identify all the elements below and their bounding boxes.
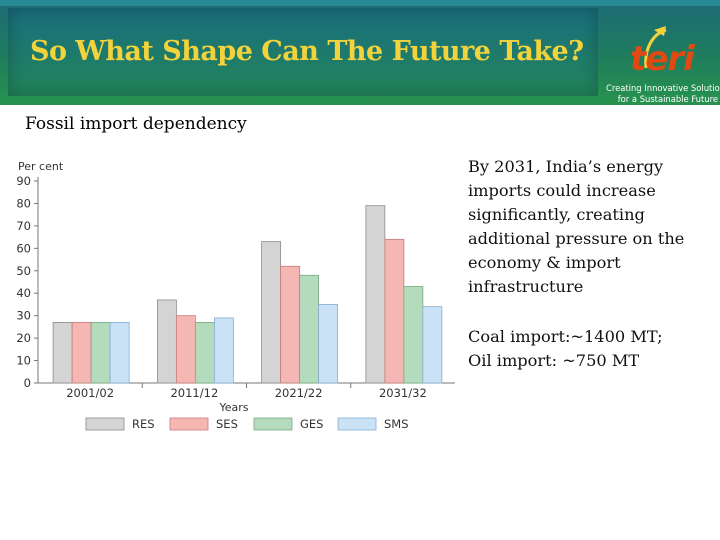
slide-title: So What Shape Can The Future Take? (30, 36, 584, 67)
bar-ges (299, 274, 320, 384)
bar-sms (422, 306, 443, 384)
import-dependency-bar-chart: Per cent Years 0 10 20 30 40 50 60 70 80 90 2001/0… (16, 160, 455, 431)
x-axis-label: Years (218, 401, 248, 414)
y-tick-label: 40 (16, 286, 31, 300)
bar-res (52, 321, 73, 384)
x-tick-label: 2011/12 (170, 386, 218, 400)
legend-label-ges: GES (300, 417, 323, 431)
y-tick-label: 0 (24, 376, 31, 390)
coal-import-figure: Coal import:~1400 MT; (468, 327, 663, 346)
x-tick-label: 2021/22 (275, 386, 323, 400)
bar-sms (318, 304, 339, 384)
bar-sms (213, 317, 234, 384)
legend-swatch-sms (337, 417, 377, 431)
bar-ses (71, 321, 92, 384)
y-tick-label: 60 (16, 241, 31, 255)
import-figures-paragraph: Coal import:~1400 MT; Oil import: ~750 M… (468, 325, 708, 373)
y-tick-label: 30 (16, 309, 31, 323)
bar-ses (280, 265, 301, 384)
header-highlight-band (0, 0, 720, 6)
y-tick-label: 80 (16, 196, 31, 210)
oil-import-figure: Oil import: ~750 MT (468, 351, 640, 370)
header-title-panel (8, 8, 598, 96)
key-message-paragraph: By 2031, India’s energy imports could in… (468, 157, 685, 296)
y-axis-label: Per cent (18, 160, 64, 173)
bar-res (261, 241, 282, 384)
legend-label-sms: SMS (384, 417, 409, 431)
section-subtitle: Fossil import dependency (25, 114, 247, 134)
x-tick-label: 2001/02 (66, 386, 114, 400)
legend-swatch-ses (169, 417, 209, 431)
y-tick-label: 90 (16, 174, 31, 188)
logo-wordmark: teri (630, 39, 695, 79)
y-tick-label: 50 (16, 264, 31, 278)
y-tick-label: 20 (16, 331, 31, 345)
logo-tagline: Creating Innovative Solutions for a Sust… (606, 83, 720, 105)
bar-ses (384, 238, 405, 384)
legend-label-res: RES (132, 417, 155, 431)
x-tick-label: 2031/32 (379, 386, 427, 400)
logo-tagline-line: for a Sustainable Future (617, 94, 718, 104)
logo-swirl-icon (644, 26, 667, 69)
header-banner: So What Shape Can The Future Take? teri … (0, 0, 720, 105)
legend-swatch-res (85, 417, 125, 431)
logo-tagline-line: Creating Innovative Solutions (606, 83, 720, 93)
bar-ses (175, 315, 196, 384)
bar-ges (403, 286, 424, 384)
legend-label-ses: SES (216, 417, 238, 431)
legend-swatch-ges (253, 417, 293, 431)
bar-ges (90, 321, 111, 384)
key-message-panel: By 2031, India’s energy imports could in… (468, 155, 708, 373)
bar-sms (109, 321, 130, 384)
y-tick-label: 10 (16, 354, 31, 368)
teri-logo: teri Creating Innovative Solutions for a… (600, 20, 720, 105)
bar-res (365, 205, 386, 384)
y-tick-label: 70 (16, 219, 31, 233)
bar-res (156, 299, 177, 384)
bar-ges (194, 321, 215, 384)
